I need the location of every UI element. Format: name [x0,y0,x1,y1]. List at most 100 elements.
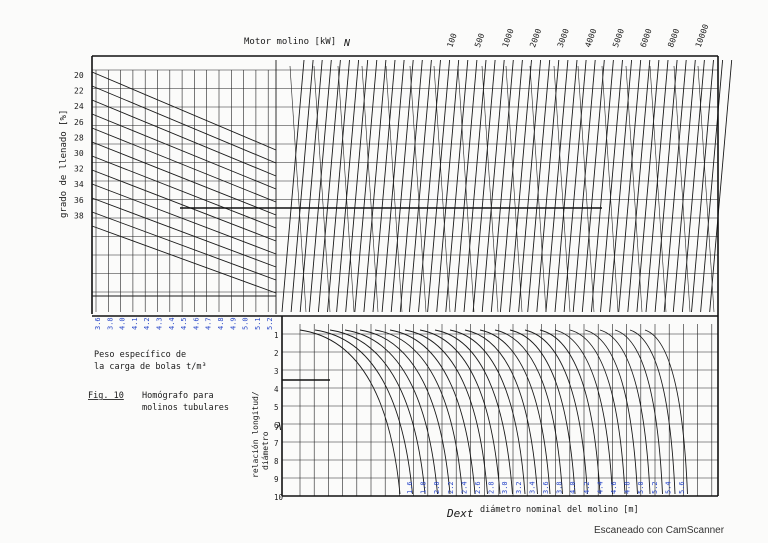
power-slant-line [472,59,496,313]
fill-degree-line [91,183,277,255]
ld-curve [299,329,401,495]
power-cross-line [673,65,691,313]
diameter-tick-label: 4.2 [583,481,591,494]
motor-power-tick-label: 3000 [556,27,571,48]
ld-curve [584,329,638,495]
diameter-tick-label: 3.0 [501,481,509,494]
ld-curve [524,329,588,495]
fill-degree-line [91,113,277,190]
power-cross-line [361,65,379,313]
ld-ratio-tick-label: 5 [274,403,279,412]
ld-ratio-tick-label: 3 [274,367,279,376]
fill-degree-line [91,155,277,229]
diameter-tick-label: 5.0 [637,481,645,494]
power-slant-line [681,59,705,313]
fill-degree-line [91,197,277,268]
ld-ratio-tick-label: 7 [274,439,279,448]
fill-degree-tick-label: 30 [74,149,84,158]
ld-curve [419,329,501,495]
ld-curve [344,329,438,495]
ld-curve [644,329,688,495]
power-cross-line [529,65,547,313]
ld-curve [389,329,476,495]
power-slant-line [481,59,505,313]
fill-degree-line [91,127,277,203]
ball-density-tick-label: 3.8 [106,317,114,330]
power-slant-line [490,59,514,313]
curve-families [91,59,733,495]
power-slant-line [563,59,587,313]
ball-density-tick-label: 4.4 [168,317,176,330]
power-slant-line [317,59,341,313]
diameter-tick-label: 2.0 [433,481,441,494]
motor-power-tick-label: 5000 [611,27,626,48]
fill-degree-line [91,99,277,177]
diameter-tick-label: 3.6 [542,481,550,494]
power-slant-line [691,59,714,313]
fill-degree-tick-label: 28 [74,133,84,142]
ld-curve [314,329,413,495]
fill-degree-line [91,225,277,294]
power-cross-line [697,65,715,313]
power-cross-line [409,65,427,313]
power-slant-line [645,59,669,313]
power-slant-line [427,59,451,313]
ld-ratio-tick-label: 10 [274,493,284,502]
power-slant-line [536,59,560,313]
power-cross-line [289,65,307,313]
power-slant-line [663,59,687,313]
power-cross-line [505,65,523,313]
power-cross-line [481,65,499,313]
power-slant-line [590,59,614,313]
ld-curve [494,329,563,495]
power-cross-line [649,65,667,313]
ball-density-tick-label: 4.7 [205,317,213,330]
ld-ratio-tick-label: 9 [274,475,279,484]
power-slant-line [445,59,469,313]
diameter-tick-label: 2.8 [488,481,496,494]
ld-curve [554,329,613,495]
diameter-tick-label: 4.4 [596,481,604,494]
power-slant-line [327,59,350,313]
diameter-tick-label: 3.4 [528,481,536,494]
power-slant-line [290,59,314,313]
power-slant-line [372,59,396,313]
power-cross-line [457,65,475,313]
power-slant-line [627,59,651,313]
fill-degree-tick-label: 38 [74,211,84,220]
motor-power-tick-label: 6000 [639,27,654,48]
power-slant-line [554,59,578,313]
ld-curve [629,329,676,495]
ball-density-tick-label: 5.1 [254,317,262,330]
diameter-tick-label: 2.4 [460,481,468,494]
diameter-tick-label: 5.2 [651,481,659,494]
fill-degree-tick-label: 24 [74,102,84,111]
power-slant-line [545,59,569,313]
power-slant-line [390,59,414,313]
ld-ratio-tick-label: 2 [274,349,279,358]
power-cross-line [601,65,619,313]
power-slant-line [308,59,332,313]
ld-curve [404,329,488,495]
ball-density-tick-label: 4.8 [217,317,225,330]
power-slant-line [363,59,387,313]
ball-density-tick-label: 4.0 [119,317,127,330]
ball-density-tick-label: 5.2 [266,317,274,330]
ld-curve [509,329,576,495]
ld-ratio-tick-label: 8 [274,457,279,466]
power-slant-line [299,59,323,313]
ld-curve [374,329,463,495]
ld-curve [599,329,651,495]
fill-degree-tick-label: 36 [74,196,84,205]
fill-degree-tick-label: 20 [74,71,84,80]
motor-power-tick-label: 8000 [666,27,681,48]
power-slant-line [499,59,523,313]
power-slant-line [654,59,678,313]
power-slant-line [399,59,423,313]
chart-frame [91,55,719,497]
ld-curve [434,329,513,495]
ld-curve [329,329,426,495]
ld-curve [539,329,601,495]
